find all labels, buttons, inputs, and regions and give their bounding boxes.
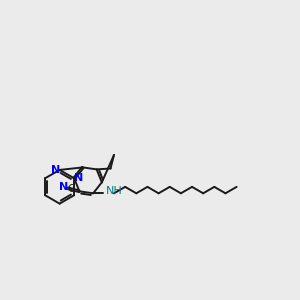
Text: N: N [74,173,83,183]
Text: N: N [59,182,68,192]
Text: N: N [51,165,60,175]
Text: NH: NH [106,186,123,196]
Text: C: C [67,184,74,194]
